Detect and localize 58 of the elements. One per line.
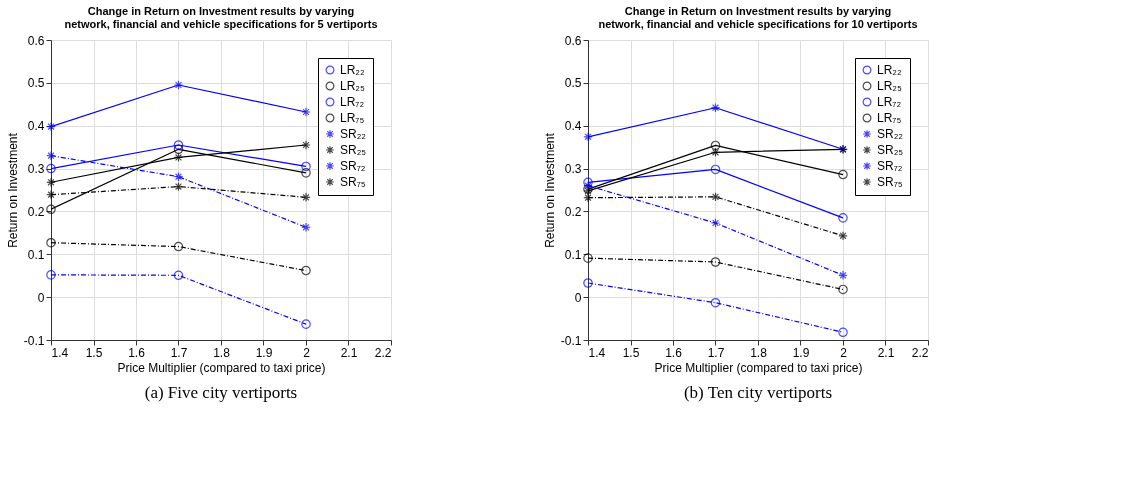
y-tick-label: 0.2 [27,204,45,219]
text: (a) Five city vertiports [144,383,298,402]
x-tick-label: 2 [840,345,848,360]
legend-label: LR₇₂ [340,95,365,109]
legend-label: LR₇₅ [340,111,365,125]
legend-label: LR₇₂ [877,95,902,109]
legend-label: SR₂₂ [340,127,367,141]
y-tick-label: 0.6 [27,33,45,48]
text: (b) Ten city vertiports [683,383,833,402]
legend-label: SR₇₅ [340,175,366,189]
chart-title: Change in Return on Investment results by varying network, financial and vehicle specifications for 10 vertiports [598,5,918,30]
x-tick-label: 1.8 [750,345,768,360]
x-tick-label: 2 [303,345,311,360]
y-tick-label: 0 [37,290,45,305]
x-axis-title: Price Multiplier (compared to taxi price) [117,360,326,375]
legend-label: LR₂₅ [340,79,365,93]
legend-label: SR₇₂ [877,159,903,173]
legend-label: LR₂₅ [877,79,902,93]
x-tick-label: 1.4 [51,345,69,360]
legend-label: SR₇₂ [340,159,366,173]
x-tick-label: 2.2 [374,345,392,360]
y-tick-label: 0.1 [564,247,582,262]
legend-label: SR₂₅ [340,143,367,157]
y-tick-label: 0.4 [564,119,582,134]
legend-label: LR₂₂ [340,63,365,77]
x-tick-label: 1.5 [622,345,640,360]
y-tick-label: 0.3 [564,162,582,177]
y-tick-label: 0.3 [27,162,45,177]
x-tick-label: 1.6 [128,345,146,360]
x-tick-label: 1.7 [707,345,725,360]
chart-title: Change in Return on Investment results by varying network, financial and vehicle specifications for 5 vertiports [64,5,378,30]
legend-label: LR₂₂ [877,63,902,77]
legend-label: LR₇₅ [877,111,902,125]
x-tick-label: 1.5 [85,345,103,360]
y-tick-label: 0 [574,290,582,305]
y-tick-label: 0.1 [27,247,45,262]
x-tick-label: 1.9 [255,345,273,360]
y-tick-label: -0.1 [560,333,582,348]
x-tick-label: 1.4 [588,345,606,360]
y-tick-label: 0.4 [27,119,45,134]
x-tick-label: 1.7 [170,345,188,360]
legend-label: SR₂₂ [877,127,904,141]
x-tick-label: 2.2 [911,345,929,360]
y-tick-label: -0.1 [23,333,45,348]
y-axis-title: Return on Investment [5,132,20,248]
y-tick-label: 0.5 [27,76,45,91]
x-tick-label: 2.1 [340,345,358,360]
legend-label: SR₂₅ [877,143,904,157]
y-tick-label: 0.5 [564,76,582,91]
x-axis-title: Price Multiplier (compared to taxi price) [654,360,863,375]
x-tick-label: 1.9 [792,345,810,360]
x-tick-label: 1.8 [213,345,231,360]
y-tick-label: 0.6 [564,33,582,48]
legend-label: SR₇₅ [877,175,903,189]
y-axis-title: Return on Investment [542,132,557,248]
x-tick-label: 1.6 [665,345,683,360]
x-tick-label: 2.1 [877,345,895,360]
y-tick-label: 0.2 [564,204,582,219]
